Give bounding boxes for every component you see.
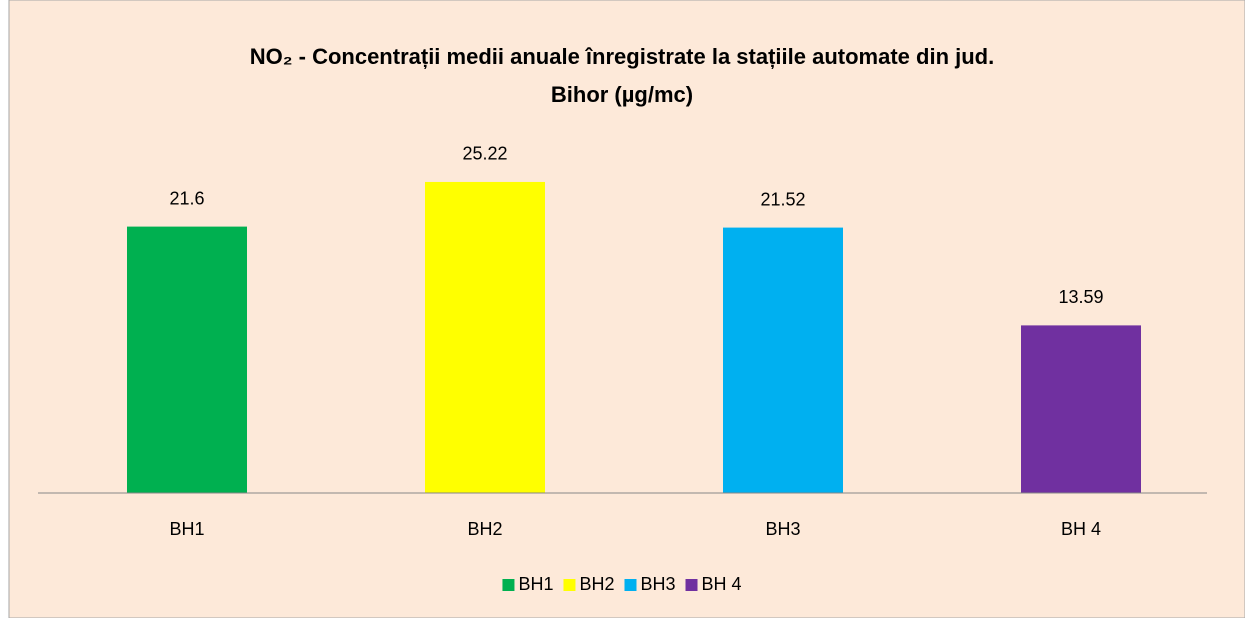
legend-swatch [685,579,698,591]
data-label: 21.52 [760,189,805,209]
x-tick-label: BH 4 [1061,519,1101,539]
legend-swatch [563,579,576,591]
data-label: 13.59 [1058,287,1103,307]
chart-title: Bihor (µg/mc) [551,82,693,107]
legend-label: BH2 [579,574,614,594]
legend-label: BH 4 [702,574,742,594]
legend-label: BH1 [518,574,553,594]
chart-title: NO₂ - Concentrații medii anuale înregist… [250,44,994,69]
x-tick-label: BH2 [467,519,502,539]
data-label: 25.22 [462,144,507,164]
legend-swatch [624,579,637,591]
x-tick-label: BH1 [169,519,204,539]
legend-label: BH3 [640,574,675,594]
bar [127,226,247,493]
x-tick-label: BH3 [765,519,800,539]
legend-swatch [502,579,515,591]
data-label: 21.6 [169,188,204,208]
bar [1021,325,1141,493]
bar [723,227,843,493]
bar [425,181,545,493]
